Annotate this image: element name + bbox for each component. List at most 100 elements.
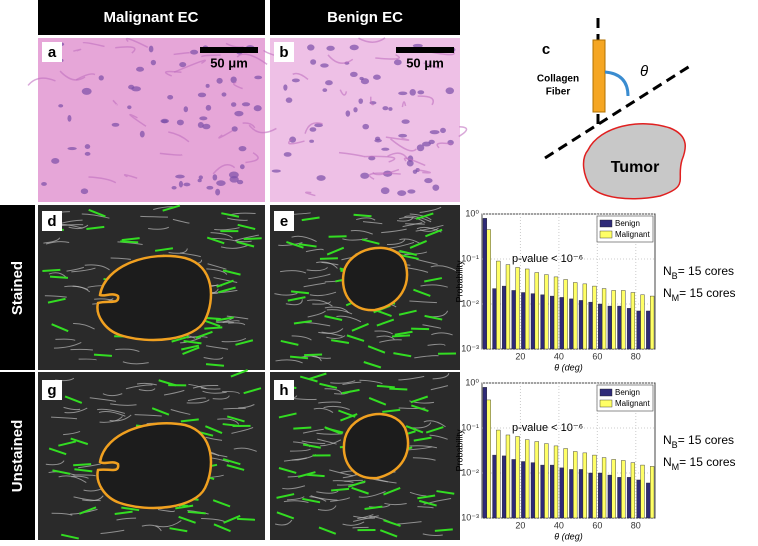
nucleus xyxy=(353,107,358,113)
fiber-strand xyxy=(288,138,305,145)
orientation-arrow xyxy=(424,277,443,283)
fiber-strand xyxy=(73,496,101,502)
fiber-strand xyxy=(63,406,81,411)
bar xyxy=(492,288,497,350)
bar xyxy=(540,464,545,519)
nucleus xyxy=(205,83,210,88)
sample-size-n: N xyxy=(663,286,672,300)
fiber-strand xyxy=(356,217,376,221)
orientation-arrow xyxy=(405,425,424,434)
nucleus xyxy=(309,139,314,143)
fiber-strand xyxy=(100,529,125,534)
orientation-arrow xyxy=(434,528,453,532)
fiber-strand xyxy=(115,46,136,54)
fiber-strand xyxy=(436,142,453,149)
bar xyxy=(540,294,545,350)
fiber-strand xyxy=(138,388,156,392)
y-tick-label: 10⁻² xyxy=(461,467,479,477)
nucleus xyxy=(326,45,335,51)
angle-arc xyxy=(604,70,630,97)
orientation-arrow xyxy=(213,523,231,533)
orientation-arrow xyxy=(363,361,382,369)
nucleus xyxy=(362,123,370,130)
nucleus xyxy=(202,123,211,130)
fiber-strand xyxy=(336,315,362,323)
fiber-strand xyxy=(324,306,349,314)
nucleus xyxy=(380,187,390,195)
panel-label: c xyxy=(542,41,550,58)
sample-size-text: = 15 cores xyxy=(678,264,734,278)
fiber-strand xyxy=(430,385,449,391)
fiber-strand xyxy=(220,244,248,249)
fiber-strand xyxy=(292,212,311,215)
fiber-strand xyxy=(415,224,444,232)
nucleus xyxy=(407,189,416,194)
orientation-arrow xyxy=(341,388,360,395)
nucleus xyxy=(236,179,244,185)
fiber-strand xyxy=(324,388,343,395)
nucleus xyxy=(253,105,262,112)
fiber-strand xyxy=(404,215,432,223)
orientation-arrow xyxy=(382,408,401,413)
fiber-strand xyxy=(96,408,126,414)
fiber-strand xyxy=(51,416,78,420)
fiber-strand xyxy=(309,496,327,502)
nucleus xyxy=(150,59,157,66)
nucleus xyxy=(285,97,293,103)
fiber-strand xyxy=(307,299,333,307)
fiber-strand xyxy=(342,237,368,241)
tumor-shape xyxy=(582,123,686,200)
orientation-arrow xyxy=(364,505,383,510)
fiber-strand xyxy=(27,77,56,86)
nucleus xyxy=(178,180,184,188)
bar xyxy=(505,264,511,350)
fiber-strand xyxy=(422,533,443,537)
fiber-strand xyxy=(148,226,170,230)
bar xyxy=(553,276,559,350)
orientation-arrow xyxy=(226,415,245,423)
bar xyxy=(530,293,536,350)
orientation-arrow xyxy=(304,353,323,357)
nucleus xyxy=(175,174,185,179)
row-title: Unstained xyxy=(9,420,26,493)
orientation-arrow xyxy=(243,387,262,395)
orientation-arrow xyxy=(64,395,83,404)
fiber-strand xyxy=(109,414,132,422)
fiber-strand xyxy=(248,124,277,134)
orientation-arrow xyxy=(276,493,295,499)
x-tick-label: 80 xyxy=(631,351,641,361)
orientation-arrow xyxy=(158,379,177,387)
fiber-strand xyxy=(225,42,244,48)
orientation-arrow xyxy=(178,515,196,524)
orientation-arrow xyxy=(328,235,347,238)
nucleus xyxy=(349,44,359,51)
fiber-strand xyxy=(330,497,351,502)
fiber-strand xyxy=(323,405,350,411)
panel-label: d xyxy=(47,213,56,230)
fiber-strand xyxy=(385,136,410,141)
nucleus xyxy=(58,104,64,108)
fiber-strand xyxy=(417,169,431,174)
column-title: Malignant EC xyxy=(103,9,198,26)
orientation-arrow xyxy=(154,247,174,252)
fiber-strand xyxy=(129,113,147,127)
nucleus xyxy=(432,184,440,191)
fiber-strand xyxy=(207,263,227,270)
bar xyxy=(598,303,603,350)
angle-label: θ xyxy=(640,63,648,80)
legend-label: Malignant xyxy=(615,399,650,408)
fiber-strand xyxy=(43,237,61,244)
fiber-strand xyxy=(409,300,437,304)
bar xyxy=(601,457,607,519)
fiber-strand xyxy=(140,215,168,218)
fiber-strand xyxy=(338,151,365,158)
fiber-strand xyxy=(422,324,442,329)
orientation-arrow xyxy=(347,480,366,488)
legend-swatch xyxy=(599,399,613,408)
bar xyxy=(563,279,568,350)
x-tick-label: 20 xyxy=(515,351,525,361)
orientation-arrow xyxy=(205,425,223,435)
fiber-strand xyxy=(369,96,375,106)
bar xyxy=(505,434,511,519)
nucleus xyxy=(424,177,433,184)
